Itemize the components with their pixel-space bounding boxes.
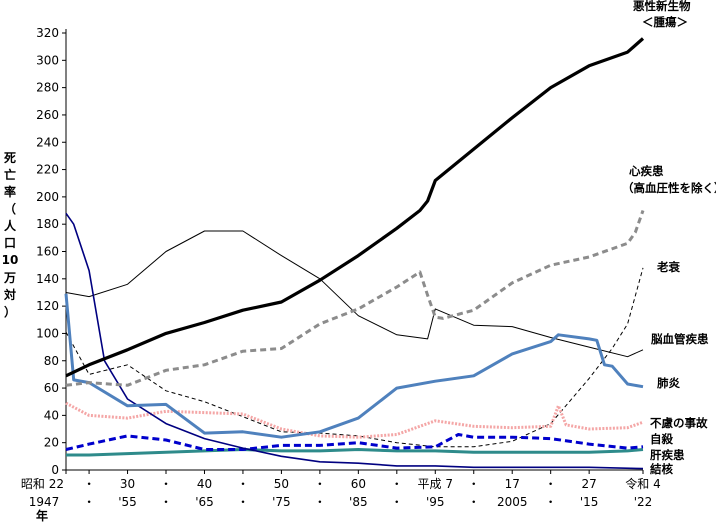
series-label-senility: 老衰 (656, 260, 680, 274)
y-tick-label: 300 (36, 53, 59, 67)
y-label-char: 亡 (4, 167, 16, 182)
x-tick-label-year: '75 (272, 495, 291, 509)
y-tick-label: 260 (36, 108, 59, 122)
y-tick-label: 40 (44, 408, 59, 422)
x-tick-label-year: ・ (237, 495, 249, 509)
y-label-char: 率 (4, 184, 16, 199)
y-label-char: 万 (3, 271, 16, 285)
series-line-stroke (65, 230, 644, 358)
x-tick-label-era: 令和 4 (625, 476, 660, 491)
series-label-tb: 結核 (650, 462, 673, 476)
y-tick-label: 140 (36, 272, 59, 286)
y-label-char: （ (4, 201, 16, 216)
axes: 0 20 40 60 80 100 120 140 160 180 200 220 240 260 280 3… (21, 26, 661, 509)
x-tick-label-year: ・ (83, 495, 95, 509)
series-label-cancer: ＜腫瘍＞ (642, 15, 688, 29)
y-tick-label: 240 (36, 135, 59, 149)
x-tick-label-year: ・ (314, 495, 326, 509)
x-tick-label-year: '22 (634, 495, 653, 509)
x-tick-label-year: 1947 (29, 495, 60, 509)
x-axis-label: 年 (36, 508, 48, 523)
y-tick-label: 200 (36, 190, 59, 204)
x-tick-label-era: 50 (274, 477, 289, 491)
series-label-stroke: 脳血管疾患 (651, 332, 709, 346)
y-label-char: 人 (4, 218, 17, 233)
series-label-accident: 不慮の事故 (650, 416, 708, 430)
x-tick-label-year: ・ (160, 495, 172, 509)
series-label-suicide: 自殺 (650, 432, 673, 446)
y-tick-label: 20 (44, 436, 59, 450)
y-label-char: 10 (2, 253, 19, 267)
series-label-heart: （高血圧性を除く） (622, 181, 716, 195)
x-tick-label-year: ・ (468, 495, 480, 509)
x-tick-label-era: ・ (314, 477, 326, 491)
series-label-heart: 心疾患 (629, 164, 664, 178)
y-tick-label: 100 (36, 326, 59, 340)
x-tick-label-year: '55 (118, 495, 137, 509)
y-tick-label: 80 (44, 354, 59, 368)
y-label-char: 対 (3, 287, 16, 302)
y-tick-label: 180 (36, 217, 59, 231)
series-layer (64, 37, 645, 470)
series-line-accident (65, 401, 644, 439)
y-axis-label: 死亡率 （ 人口 10 万対 ） (2, 151, 19, 319)
x-tick-label-era: 27 (582, 477, 597, 491)
series-label-cancer: 悪性新生物 (633, 0, 691, 13)
y-label-char: 口 (4, 236, 16, 250)
x-tick-label-era: ・ (160, 477, 172, 491)
series-line-pneumonia (64, 293, 644, 439)
series-line-cancer (65, 37, 645, 378)
series-labels: 悪性新生物 ＜腫瘍＞ 心疾患 （高血圧性を除く） 老衰脳血管疾患肺炎不慮の事故自殺肝疾患… (622, 0, 716, 476)
x-tick-label-year: '15 (580, 495, 599, 509)
x-tick-label-era: ・ (545, 477, 557, 491)
x-tick-label-era: 平成 7 (418, 477, 453, 491)
x-tick-label-year: ・ (391, 495, 403, 509)
y-tick-label: 0 (51, 463, 59, 477)
x-tick-label-era: ・ (83, 477, 95, 491)
x-tick-label-year: '95 (426, 495, 445, 509)
series-label-liver: 肝疾患 (650, 448, 685, 462)
series-line-senility (65, 267, 644, 448)
x-tick-label-era: 昭和 22 (21, 477, 64, 491)
y-label-char: 死 (4, 151, 16, 165)
series-line-suicide (65, 433, 644, 451)
y-tick-label: 320 (36, 26, 59, 40)
x-tick-label-era: 60 (351, 477, 366, 491)
y-tick-label: 220 (36, 163, 59, 177)
x-tick-label-era: ・ (391, 477, 403, 491)
y-tick-label: 160 (36, 245, 59, 259)
x-tick-label-era: 40 (197, 477, 212, 491)
series-line-tb (65, 212, 644, 470)
series-label-pneumonia: 肺炎 (657, 376, 680, 390)
y-label-char: ） (4, 304, 16, 319)
x-tick-label-year: '65 (195, 495, 214, 509)
x-tick-label-year: 2005 (497, 495, 528, 509)
x-tick-label-era: ・ (468, 477, 480, 491)
y-tick-label: 120 (36, 299, 59, 313)
y-tick-label: 280 (36, 81, 59, 95)
series-line-heart (65, 210, 645, 387)
x-tick-label-year: '85 (349, 495, 368, 509)
x-tick-label-year: ・ (545, 495, 557, 509)
y-tick-label: 60 (44, 381, 59, 395)
series-line-liver (66, 448, 644, 457)
x-tick-label-era: ・ (237, 477, 249, 491)
x-tick-label-era: 30 (120, 477, 135, 491)
x-tick-label-era: 17 (505, 477, 520, 491)
